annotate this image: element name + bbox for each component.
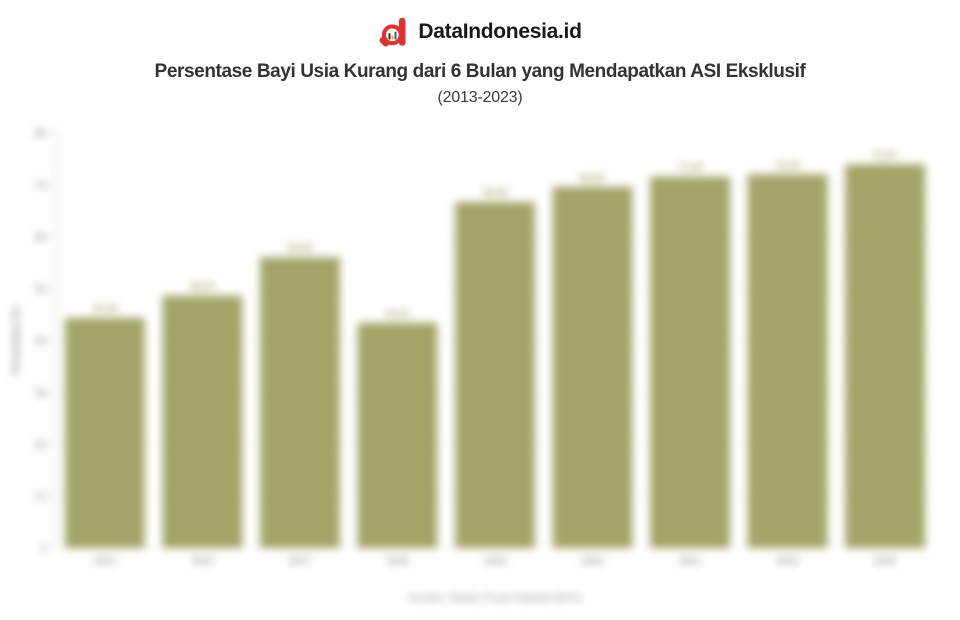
bar-value-label: 66,69	[482, 188, 507, 199]
x-tick-label: 2015	[191, 556, 214, 567]
bar	[65, 317, 145, 548]
bar-value-label: 56,06	[287, 243, 312, 254]
brand-header: DataIndonesia.id	[0, 15, 960, 49]
bar-value-label: 72,04	[775, 160, 800, 171]
bar	[357, 322, 438, 548]
x-tick-label: 2020	[581, 556, 604, 567]
x-tick-label: 2021	[679, 556, 702, 567]
bar-value-label: 44,36	[92, 304, 117, 315]
bar	[455, 202, 535, 548]
brand-name: DataIndonesia.id	[418, 20, 582, 43]
bar	[162, 295, 243, 548]
x-tick-label: 2013	[94, 556, 117, 567]
bar-value-label: 73,97	[873, 150, 898, 161]
bar	[260, 257, 340, 548]
y-tick-label: 80	[35, 129, 47, 140]
y-axis-title: Persentase (%)	[11, 306, 22, 375]
page-title: Persentase Bayi Usia Kurang dari 6 Bulan…	[154, 61, 806, 82]
y-tick-label: 70	[35, 180, 47, 191]
bar	[552, 186, 633, 548]
y-tick-label: 20	[35, 440, 47, 451]
x-tick-label: 2019	[484, 556, 507, 567]
dataindonesia-logo-icon	[379, 17, 406, 47]
y-tick-label: 60	[35, 232, 47, 243]
x-tick-label: 2022	[776, 556, 799, 567]
bar-value-label: 48,63	[190, 282, 215, 293]
source-note: Sumber: Badan Pusat Statistik (BPS)	[408, 592, 581, 604]
x-tick-label: 2017	[289, 556, 312, 567]
bar	[747, 174, 828, 549]
y-tick-label: 0	[40, 544, 46, 555]
x-tick-label: 2023	[874, 556, 897, 567]
chart-area-blurred: 0 10 20 30 40 50 60 70 80 Persentase (%) 44,36 2013…	[0, 118, 960, 620]
bar-value-label: 43,41	[385, 309, 410, 320]
bar	[650, 176, 730, 548]
y-tick-label: 50	[35, 284, 47, 295]
y-tick-label: 30	[35, 388, 47, 399]
y-tick-label: 40	[35, 336, 47, 347]
bar-value-label: 71,58	[678, 163, 703, 174]
bar-value-label: 69,62	[580, 173, 605, 184]
y-tick-label: 10	[35, 492, 47, 503]
bar-chart: 0 10 20 30 40 50 60 70 80 Persentase (%) 44,36 2013…	[11, 129, 935, 604]
bar	[845, 164, 925, 548]
x-tick-label: 2018	[386, 556, 409, 567]
page-subtitle: (2013-2023)	[437, 89, 523, 106]
